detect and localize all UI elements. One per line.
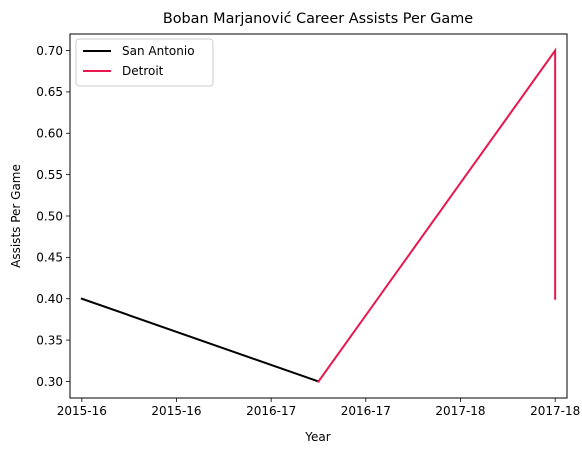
y-tick-label: 0.65 [36, 85, 63, 99]
x-tick-label: 2015-16 [57, 404, 107, 418]
axis-ticks: 2015-16 2015-16 2016-17 2016-17 2017-18 2017-… [36, 44, 580, 418]
plot-frame [69, 33, 568, 399]
y-tick-label: 0.30 [36, 375, 63, 389]
y-tick-label: 0.45 [36, 251, 63, 265]
legend-label: San Antonio [122, 44, 195, 58]
y-tick-label: 0.55 [36, 168, 63, 182]
legend: San Antonio Detroit [75, 38, 214, 87]
legend-label: Detroit [122, 64, 164, 78]
y-tick-label: 0.50 [36, 209, 63, 223]
x-axis-label: Year [304, 430, 330, 444]
x-tick-label: 2017-18 [530, 404, 580, 418]
series-lines [80, 47, 557, 383]
chart-title: Boban Marjanović Career Assists Per Game [163, 11, 473, 27]
x-tick-label: 2015-16 [151, 404, 201, 418]
series-line-san-antonio [80, 297, 320, 383]
y-tick-label: 0.35 [36, 333, 63, 347]
y-axis-label: Assists Per Game [9, 164, 23, 268]
y-tick-label: 0.40 [36, 292, 63, 306]
y-tick-label: 0.60 [36, 127, 63, 141]
x-tick-label: 2016-17 [246, 404, 296, 418]
plot-area [70, 34, 567, 398]
x-tick-label: 2017-18 [435, 404, 485, 418]
y-tick-label: 0.70 [36, 44, 63, 58]
series-line-detroit [317, 47, 557, 383]
x-tick-label: 2016-17 [341, 404, 391, 418]
